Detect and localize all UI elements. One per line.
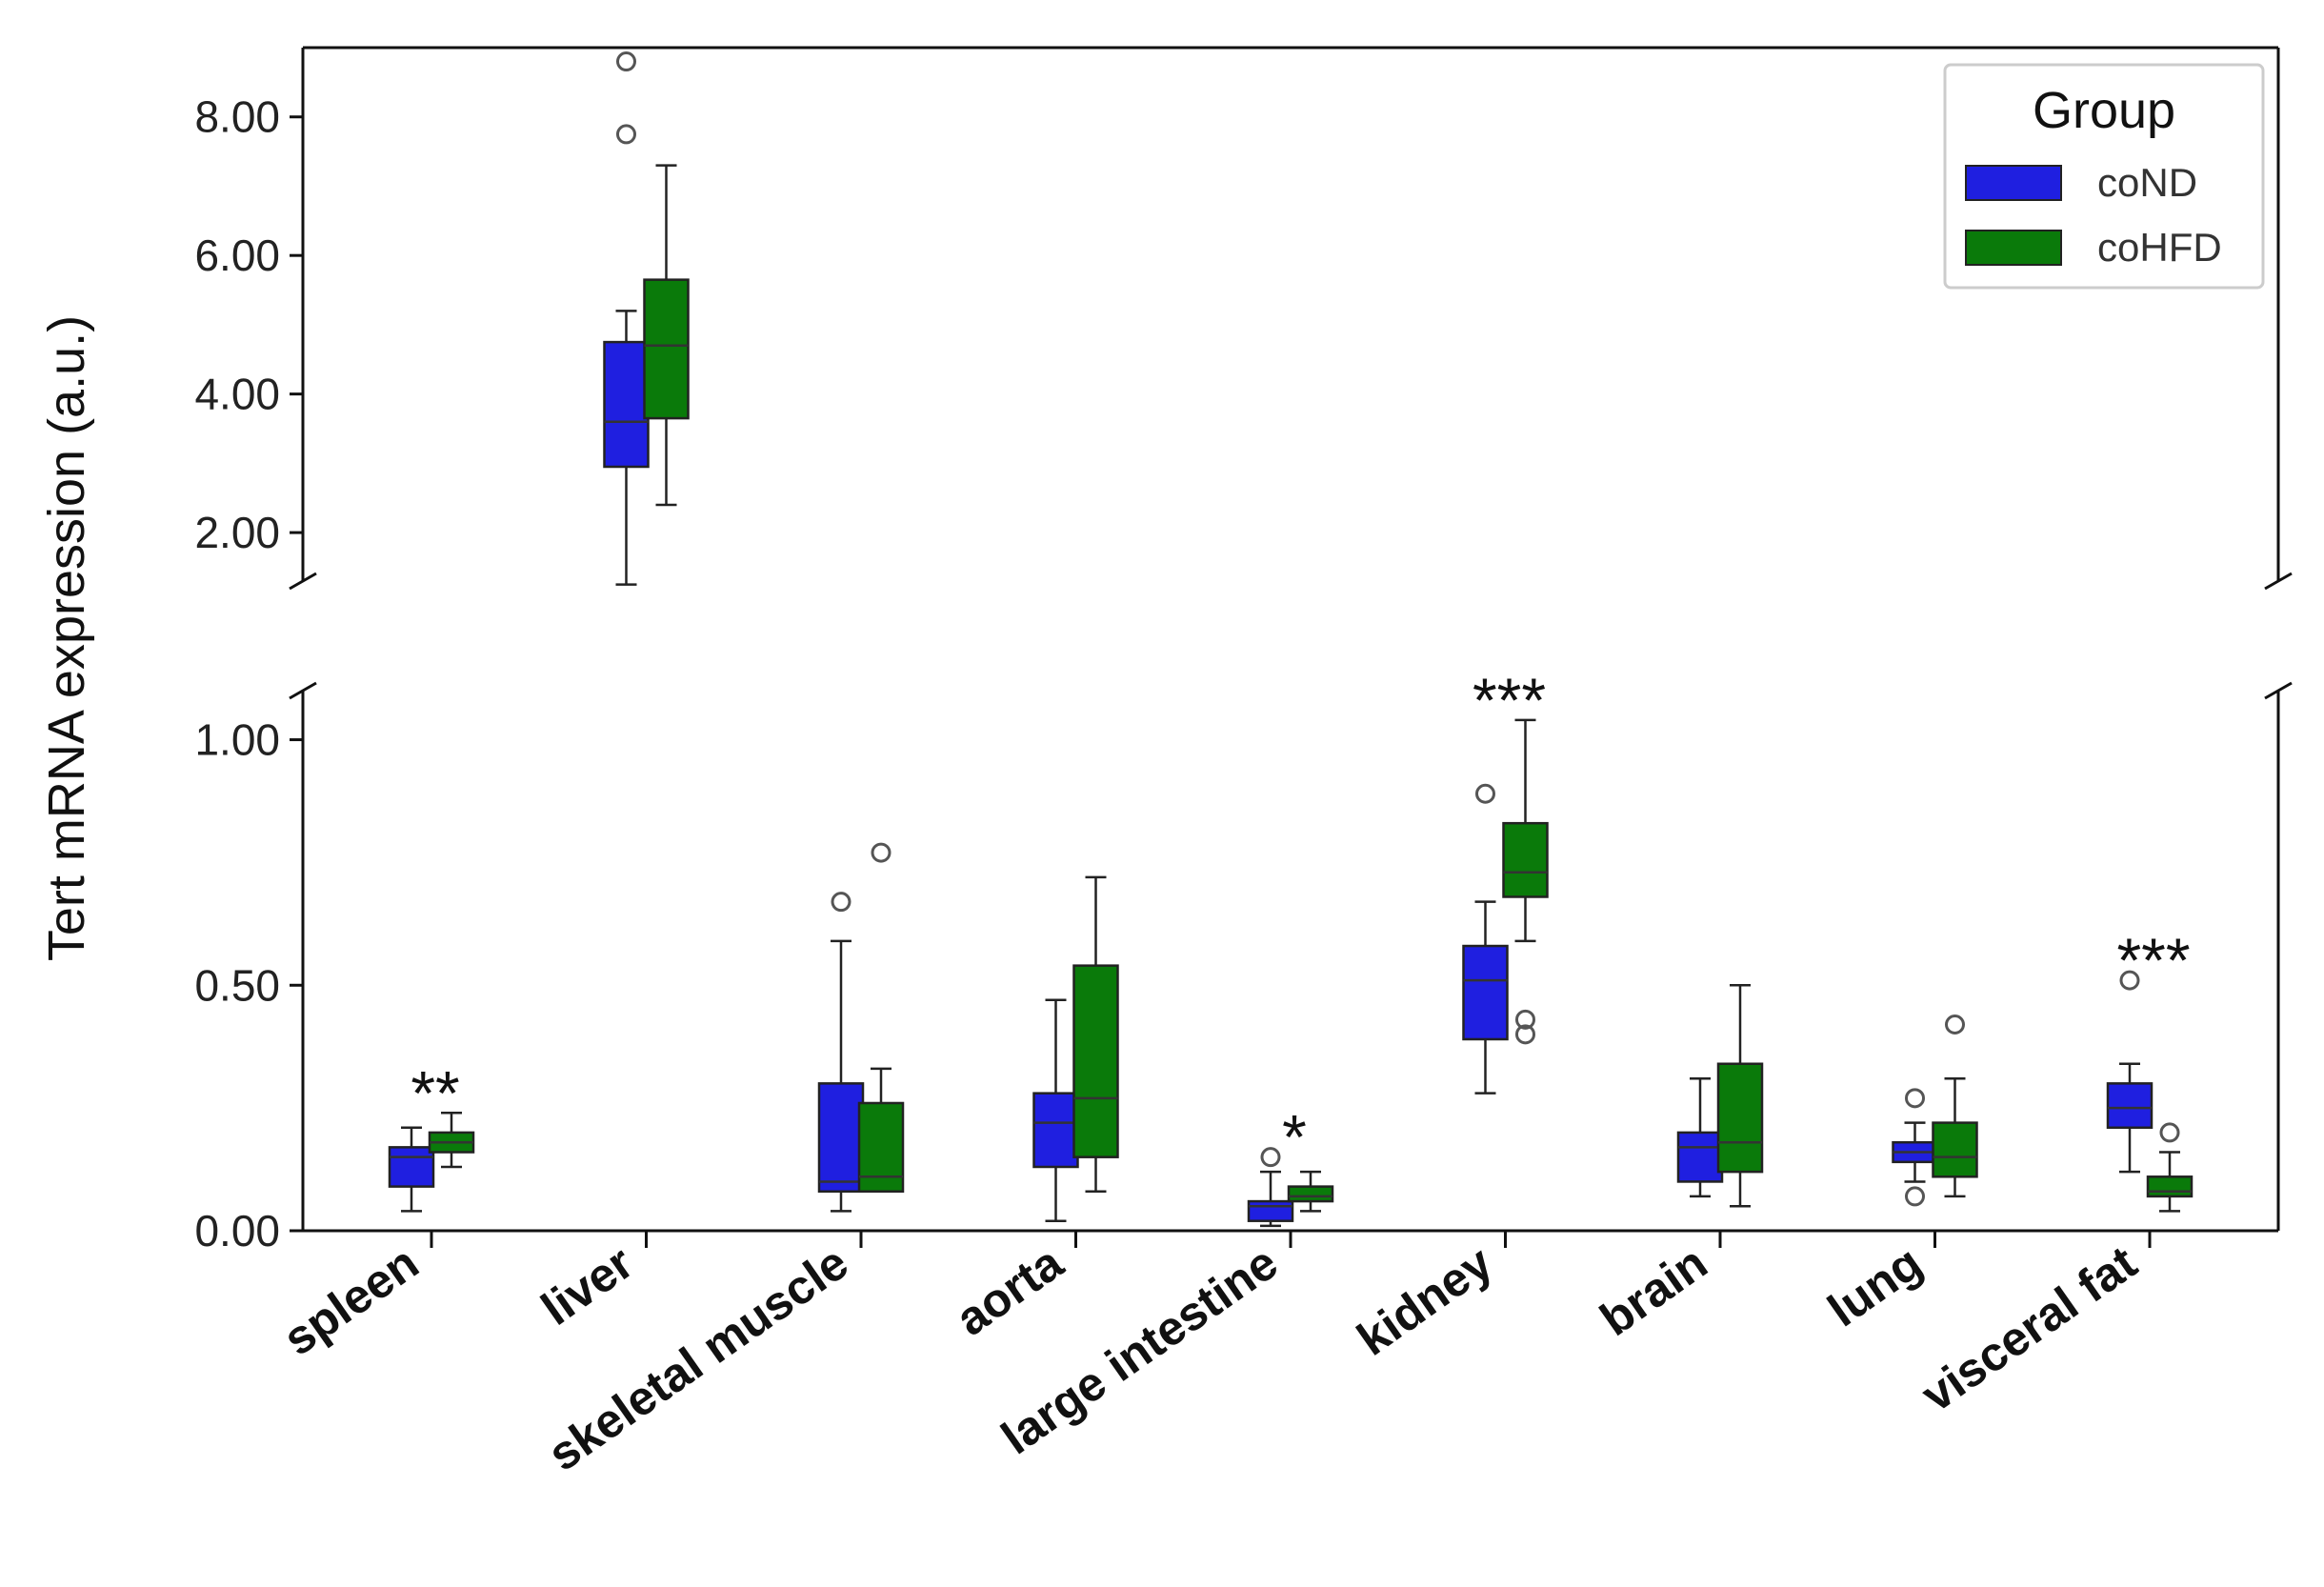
upper-y-tick-label: 4.00 — [194, 370, 280, 419]
outlier-point — [1905, 1088, 1925, 1109]
box-iqr — [817, 1082, 865, 1194]
outlier-point — [1475, 783, 1495, 804]
box-coND-aorta — [1032, 998, 1079, 1222]
box-iqr — [2146, 1175, 2194, 1198]
outlier-point — [871, 842, 892, 863]
box-coND-liver — [603, 51, 650, 586]
outlier-point — [616, 51, 636, 72]
lower-y-tick-label: 0.50 — [194, 960, 280, 1010]
outlier-point — [831, 892, 851, 913]
outlier-point — [1260, 1147, 1281, 1168]
box-coHFD-aorta — [1072, 875, 1119, 1194]
box-iqr — [388, 1146, 435, 1188]
box-coHFD-kidney — [1502, 718, 1549, 1045]
box-iqr — [1032, 1092, 1079, 1169]
box-iqr — [1072, 964, 1119, 1158]
box-iqr — [1932, 1121, 1978, 1178]
box-coND-skeletal-muscle — [817, 892, 865, 1213]
box-coND-large-intestine — [1247, 1147, 1294, 1228]
significance-marker: ** — [411, 1057, 459, 1128]
axis-break-mark — [289, 681, 317, 700]
legend-title: Group — [2033, 82, 2175, 139]
significance-layer: ********* — [411, 665, 2190, 1173]
legend-swatch-coHFD — [1965, 230, 2062, 266]
outlier-point — [1515, 1024, 1535, 1045]
box-iqr — [857, 1101, 905, 1194]
axis-break-mark — [2264, 572, 2293, 591]
axis-break-mark — [289, 572, 317, 591]
box-coND-visceral-fat — [2106, 970, 2154, 1174]
upper-panel: 2.00 4.00 6.00 8.00 — [194, 46, 2293, 591]
outlier-point — [616, 124, 636, 145]
box-iqr — [1462, 944, 1509, 1041]
legend: Group coND coHFD — [1943, 63, 2265, 290]
box-coHFD-lung — [1932, 1014, 1978, 1198]
box-iqr — [1287, 1185, 1334, 1203]
outlier-point — [1905, 1186, 1925, 1207]
box-iqr — [1716, 1062, 1764, 1174]
box-coHFD-spleen — [428, 1112, 475, 1169]
box-iqr — [1247, 1199, 1294, 1222]
legend-label-coHFD: coHFD — [2097, 225, 2222, 270]
box-coND-brain — [1676, 1076, 1724, 1198]
box-iqr — [603, 340, 650, 469]
lower-y-tick-label: 1.00 — [194, 715, 280, 765]
outlier-point — [1515, 1009, 1535, 1030]
box-iqr — [2106, 1082, 2154, 1130]
significance-marker: *** — [2116, 925, 2190, 995]
box-coHFD-liver — [643, 164, 690, 507]
box-coND-spleen — [388, 1126, 435, 1213]
outlier-point — [2159, 1122, 2180, 1143]
box-iqr — [643, 278, 690, 420]
upper-y-tick-label: 6.00 — [194, 231, 280, 280]
lower-y-tick-label: 0.00 — [194, 1206, 280, 1256]
upper-y-tick-label: 8.00 — [194, 92, 280, 142]
box-coHFD-skeletal-muscle — [857, 842, 905, 1194]
box-coHFD-brain — [1716, 984, 1764, 1208]
box-coND-kidney — [1462, 783, 1509, 1095]
outlier-point — [1945, 1014, 1965, 1035]
box-iqr — [1676, 1131, 1724, 1183]
box-coND-lung — [1892, 1088, 1938, 1207]
legend-label-coND: coND — [2097, 160, 2197, 205]
upper-y-tick-label: 2.00 — [194, 508, 280, 557]
outlier-point — [2119, 970, 2140, 991]
box-coHFD-visceral-fat — [2146, 1122, 2194, 1213]
axis-break-mark — [2264, 681, 2293, 700]
significance-marker: * — [1282, 1102, 1307, 1173]
y-axis-title: Tert mRNA expression (a.u.) — [38, 315, 95, 961]
legend-swatch-coND — [1965, 165, 2062, 201]
boxes-layer — [388, 51, 2194, 1228]
significance-marker: *** — [1473, 665, 1546, 735]
box-coHFD-large-intestine — [1287, 1170, 1334, 1213]
box-iqr — [1502, 821, 1549, 898]
